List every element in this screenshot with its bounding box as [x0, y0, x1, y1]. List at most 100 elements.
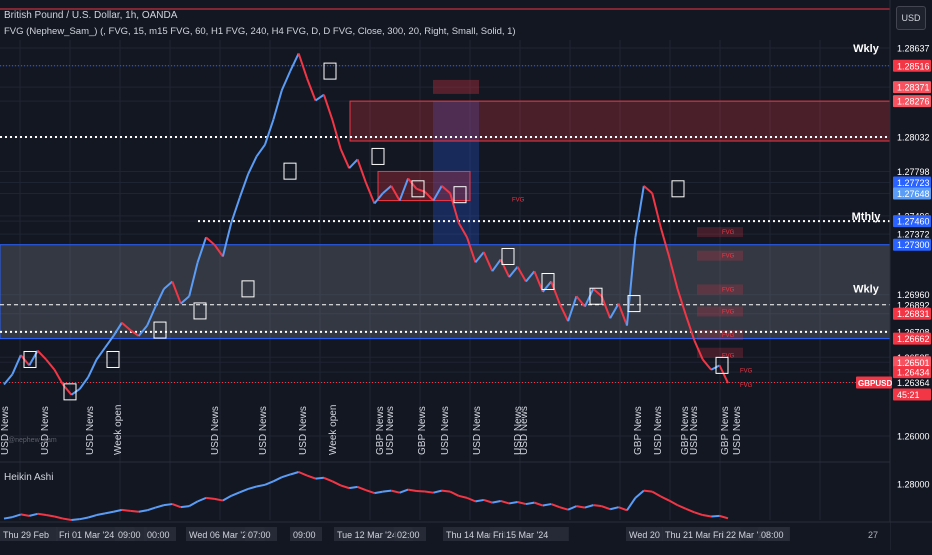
fvg-label: FVG [722, 230, 735, 236]
heikin-ashi-segment [509, 502, 517, 503]
price-axis-tick: 1.27798 [897, 167, 930, 177]
heikin-ashi-segment [711, 516, 719, 517]
time-axis-label: Fri 15 Mar '24 [493, 530, 548, 540]
page-number: 27 [868, 530, 878, 540]
news-label: USD News [732, 406, 743, 455]
heikin-ashi-segment [315, 478, 323, 479]
price-axis-tick: 1.26662 [897, 334, 930, 344]
sub-pane-title: Heikin Ashi [4, 472, 53, 483]
heikin-ashi-segment [543, 504, 551, 505]
time-axis-label: Fri 01 Mar '24 [59, 530, 114, 540]
heikin-ashi-segment [4, 517, 12, 518]
news-label: Week open [113, 405, 124, 455]
heikin-ashi-segment [164, 504, 172, 505]
fvg-label: FVG [722, 287, 735, 293]
time-axis-label: Thu 29 Feb [3, 530, 49, 540]
news-label: USD News [519, 406, 530, 455]
price-axis-tick: 1.28516 [897, 61, 930, 71]
price-axis-tick: 1.28371 [897, 83, 930, 93]
heikin-ashi-segment [383, 491, 391, 492]
news-label: USD News [653, 406, 664, 455]
fvg-label: FVG [722, 310, 735, 316]
indicator-legend[interactable]: FVG (Nephew_Sam_) (, FVG, 15, m15 FVG, 6… [4, 26, 516, 37]
fvg-label: FVG [740, 368, 753, 374]
news-label: USD News [385, 406, 396, 455]
heikin-ashi-segment [206, 498, 214, 499]
price-axis-tick: 1.26364 [897, 378, 930, 388]
news-label: USD News [85, 406, 96, 455]
symbol-tag-text: GBPUSD [858, 379, 892, 388]
heikin-ashi-segment [703, 515, 711, 516]
time-axis-label: 00:00 [147, 530, 170, 540]
news-label: GBP News [720, 406, 731, 455]
price-axis-tick: 1.26000 [897, 432, 930, 442]
fvg-zone-upper [350, 101, 890, 141]
fvg-label: FVG [512, 198, 525, 204]
fvg-zone-right [697, 227, 743, 237]
price-axis-tick: 1.28032 [897, 133, 930, 143]
fvg-zone-right [697, 348, 743, 358]
heikin-ashi-segment [38, 514, 46, 515]
watermark-text: @nephew_sam [8, 437, 57, 444]
news-label: USD News [0, 406, 11, 455]
price-axis-tick: 1.27460 [897, 217, 930, 227]
news-label: USD News [440, 406, 451, 455]
level-label: Mthly [852, 211, 882, 223]
sub-pane-tick: 1.28000 [897, 479, 930, 489]
heikin-ashi-segment [71, 519, 79, 520]
heikin-ashi-segment [130, 511, 138, 512]
red-top-zone [433, 80, 479, 94]
heikin-ashi-segment [425, 491, 433, 492]
price-axis-tick: 1.27648 [897, 189, 930, 199]
fvg-zone-right [697, 307, 743, 317]
news-label: Week open [328, 405, 339, 455]
price-axis-tick: 1.26960 [897, 290, 930, 300]
level-label: Wkly [853, 283, 880, 295]
heikin-ashi-segment [576, 506, 584, 507]
price-axis-tick: 1.26434 [897, 368, 930, 378]
price-axis-tick: 1.27300 [897, 240, 930, 250]
level-label: Wkly [853, 43, 880, 55]
heikin-ashi-segment [526, 503, 534, 504]
fvg-label: FVG [722, 333, 735, 339]
heikin-ashi-segment [593, 505, 601, 506]
countdown-text: 45:21 [897, 390, 920, 400]
time-axis-label: 09:00 [293, 530, 316, 540]
price-axis-tick: 1.28276 [897, 97, 930, 107]
fvg-label: FVG [740, 383, 753, 389]
time-axis-label: Tue 12 Mar '24 [337, 530, 397, 540]
xaxis-layer: Thu 29 Feb Fri 01 Mar '24 09:00 00:00 Wed 06… [0, 522, 932, 550]
price-axis-tick: 1.27723 [897, 178, 930, 188]
fvg-zone-right [697, 251, 743, 261]
heikin-ashi-segment [644, 491, 652, 492]
heikin-ashi-segment [139, 510, 147, 511]
time-axis-label: Wed 20 [629, 530, 660, 540]
news-label: GBP News [417, 406, 428, 455]
time-axis-label: 08:00 [761, 530, 784, 540]
time-axis-label: 07:00 [248, 530, 271, 540]
time-axis-label: 02:00 [397, 530, 420, 540]
news-label: USD News [210, 406, 221, 455]
heikin-ashi-segment [475, 500, 483, 501]
heikin-ashi-segment [374, 492, 382, 493]
news-label: USD News [298, 406, 309, 455]
fvg-zone-right [697, 284, 743, 294]
heikin-ashi-segment [63, 519, 71, 520]
time-axis-label: Wed 06 Mar '24 [189, 530, 252, 540]
chart-title: British Pound / U.S. Dollar, 1h, OANDA [4, 10, 177, 21]
heikin-ashi-segment [349, 487, 357, 488]
time-axis-label: 09:00 [118, 530, 141, 540]
news-label: GBP News [633, 406, 644, 455]
news-label: USD News [472, 406, 483, 455]
currency-button[interactable]: USD [896, 6, 926, 30]
price-axis-tick: 1.26831 [897, 309, 930, 319]
price-axis-tick: 1.27372 [897, 230, 930, 240]
heikin-ashi-segment [46, 515, 54, 516]
heikin-ashi-segment [122, 510, 130, 511]
weekly-zone [0, 245, 890, 339]
heikin-ashi-segment [181, 506, 189, 507]
heikin-ashi-segment [408, 490, 416, 491]
news-label: USD News [689, 406, 700, 455]
